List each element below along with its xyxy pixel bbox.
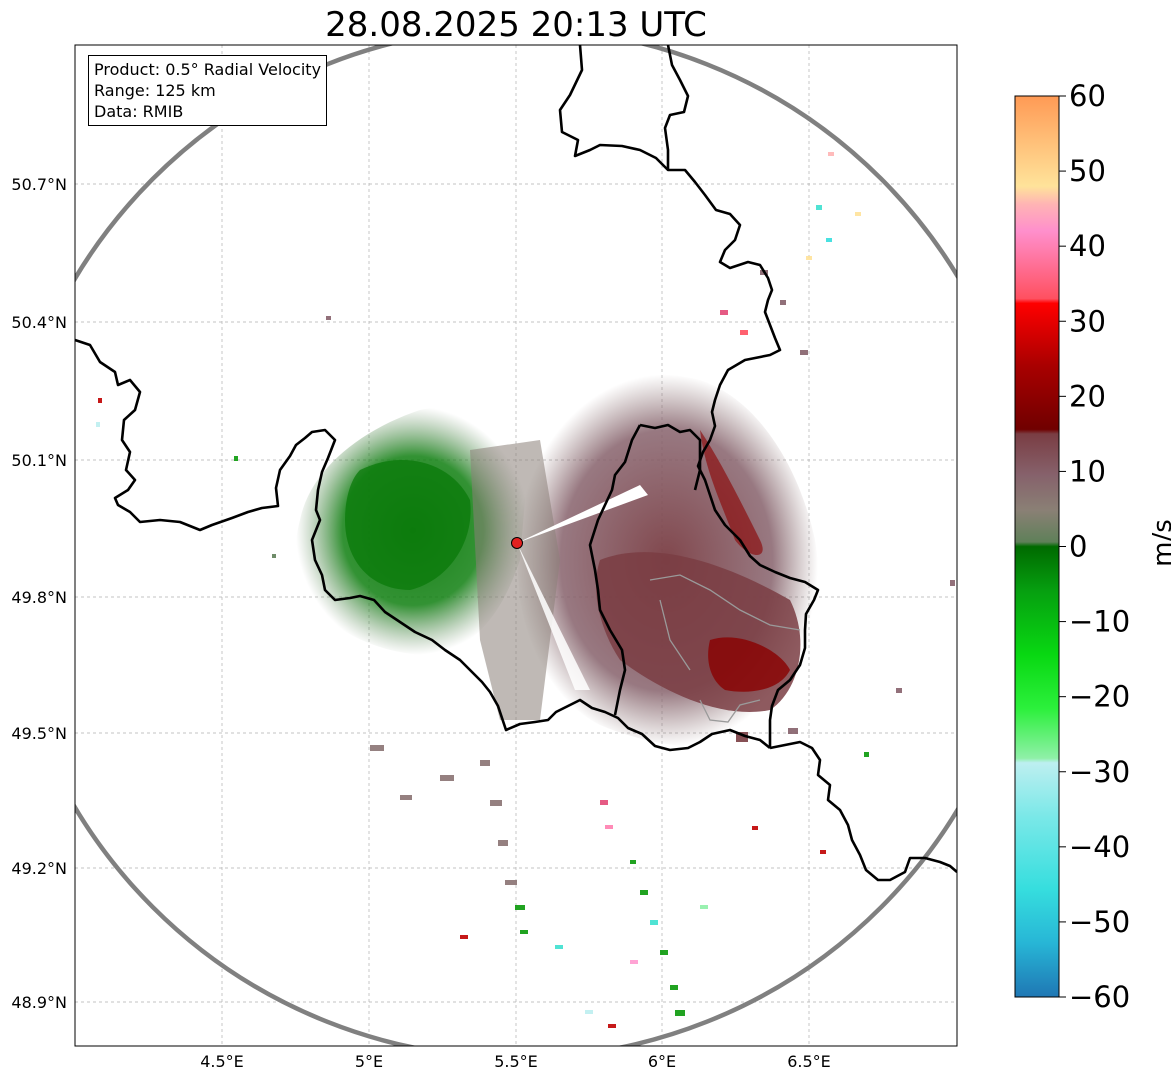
border-top-east (663, 45, 690, 170)
lat-tick-label: 50.7°N (11, 175, 67, 194)
lon-tick-label: 6°E (648, 1052, 676, 1071)
radar-site-marker (511, 537, 523, 549)
product-label: Product: 0.5° Radial Velocity (94, 60, 322, 79)
range-label: Range: 125 km (94, 81, 216, 100)
colorbar-tick-label: 40 (1069, 229, 1106, 263)
colorbar-tick-label: −30 (1069, 755, 1130, 789)
border-inner (639, 423, 702, 491)
colorbar-tick-label: 50 (1069, 154, 1106, 188)
lat-tick-label: 49.2°N (11, 859, 67, 878)
lon-tick-label: 5°E (355, 1052, 383, 1071)
border-east-south (769, 740, 957, 882)
lat-tick-label: 49.8°N (11, 588, 67, 607)
border-inner-2 (588, 424, 642, 716)
colorbar-tick-label: −50 (1069, 905, 1130, 939)
lon-tick-label: 4.5°E (200, 1052, 244, 1071)
colorbar-unit-label: m/s (1148, 519, 1171, 567)
colorbar-tick-label: −40 (1069, 830, 1130, 864)
colorbar: 60 50 40 30 20 10 0 −10 −20 −30 −40 −50 −60 (1014, 79, 1130, 1014)
colorbar-tick-label: 60 (1069, 79, 1106, 113)
neutral-band (470, 440, 560, 720)
plot-frame (74, 44, 958, 1047)
lat-tick-label: 48.9°N (11, 993, 67, 1012)
lon-tick-label: 5.5°E (494, 1052, 538, 1071)
dark-red-streak (700, 430, 763, 555)
country-borders (75, 45, 957, 882)
map-title: 28.08.2025 20:13 UTC (325, 5, 707, 45)
lat-tick-labels: 50.7°N 50.4°N 50.1°N 49.8°N 49.5°N 49.2°… (11, 175, 67, 1012)
border-west (75, 338, 771, 752)
radar-echoes (96, 152, 955, 1028)
lat-tick-label: 50.1°N (11, 451, 67, 470)
colorbar-tick-label: 10 (1069, 454, 1106, 488)
scattered-echoes (96, 152, 955, 1028)
lat-tick-label: 50.4°N (11, 313, 67, 332)
beam-blockage-wedge (517, 485, 648, 543)
colorbar-tick-label: −20 (1069, 680, 1130, 714)
border-east-north (558, 45, 820, 748)
green-core (345, 460, 471, 590)
colorbar-tick-label: 0 (1069, 530, 1087, 564)
colorbar-tick-label: −60 (1069, 980, 1130, 1014)
lat-tick-label: 49.5°N (11, 724, 67, 743)
lon-tick-label: 6.5°E (787, 1052, 831, 1071)
strong-receding-core (708, 637, 790, 692)
colorbar-tick-label: −10 (1069, 605, 1130, 639)
colorbar-tick-labels: 60 50 40 30 20 10 0 −10 −20 −30 −40 −50 −60 (1069, 79, 1130, 1014)
product-info-box: Product: 0.5° Radial Velocity Range: 125… (88, 55, 328, 126)
lon-tick-labels: 4.5°E 5°E 5.5°E 6°E 6.5°E (200, 1052, 831, 1071)
region-borders (649, 574, 801, 723)
colorbar-tick-label: 30 (1069, 304, 1106, 338)
colorbar-tick-marks (1059, 95, 1066, 998)
colorbar-gradient (1014, 95, 1060, 998)
data-source-label: Data: RMIB (94, 102, 184, 121)
beam-blockage-wedge-2 (517, 543, 590, 690)
colorbar-tick-label: 20 (1069, 379, 1106, 413)
